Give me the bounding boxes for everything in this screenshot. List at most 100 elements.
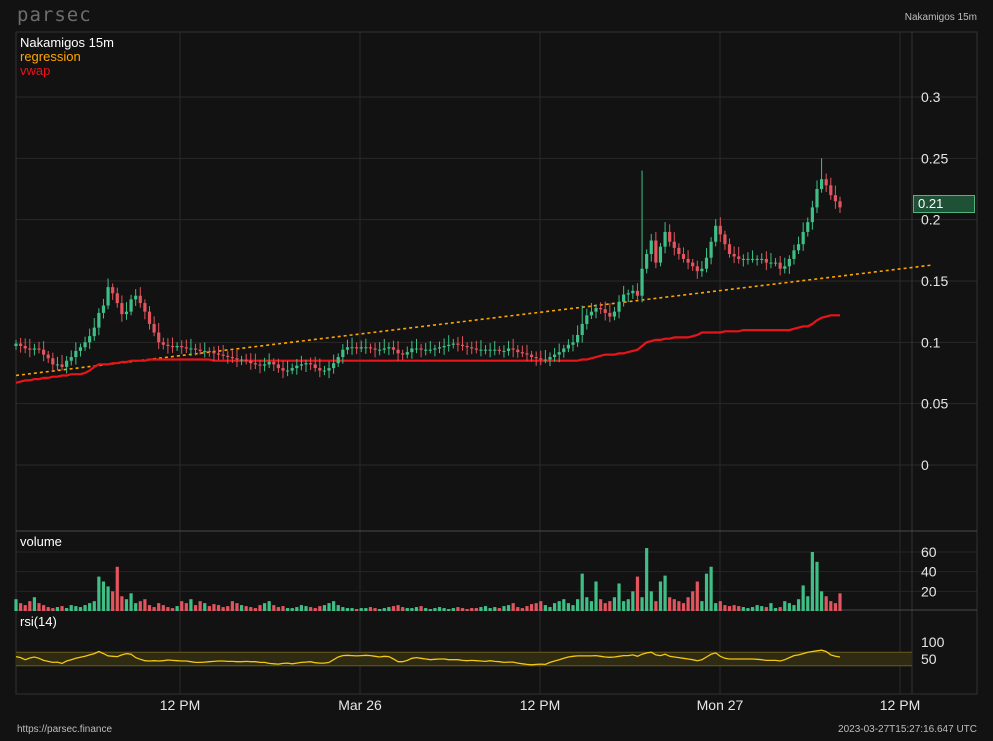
volume-bar [387,607,391,611]
volume-bar [161,605,165,611]
volume-bar [792,605,796,611]
chart-legend: Nakamigos 15m regression vwap [20,36,114,78]
volume-bar [180,601,184,611]
volume-bar [833,603,837,611]
candle-body [746,258,750,260]
volume-bar [69,605,73,611]
candle-body [437,347,442,349]
volume-bar [815,561,819,611]
volume-bar [253,608,257,611]
volume-bar [640,597,644,611]
candle-body [92,327,96,337]
candle-body [134,295,138,300]
volume-bar [608,601,612,611]
volume-bar [226,606,230,611]
volume-bar [134,603,138,611]
volume-bar [548,607,552,611]
footer-timestamp: 2023-03-27T15:27:16.647 UTC [838,724,977,735]
candle-body [37,348,41,350]
candle-body [285,370,290,372]
candle-body [313,364,317,369]
volume-bar [635,576,640,611]
volume-bar [152,607,156,611]
candle-body [479,349,483,351]
candle-body [203,350,207,352]
candle-body [378,349,382,351]
volume-series [14,548,842,611]
candle-body [608,312,612,317]
candle-body [470,347,474,349]
candle-body [244,359,248,361]
candle-body [626,293,630,295]
volume-axis-tick: 40 [921,564,937,580]
price-axis-tick: 0.25 [921,150,948,166]
volume-bar [175,606,179,611]
volume-bar [78,607,83,611]
candle-body [170,346,175,348]
footer-url[interactable]: https://parsec.finance [17,724,113,735]
volume-bar [193,605,198,611]
candle-body [764,258,768,263]
volume-bar [534,603,538,611]
volume-bar [157,603,161,611]
volume-bar [796,599,801,611]
volume-bar [824,596,828,611]
candle-body [718,225,722,235]
volume-bar [124,599,129,611]
rsi-series [15,649,912,667]
candle-body [750,258,755,260]
volume-bar [580,573,584,611]
candle-body [120,303,124,315]
volume-bar [502,606,506,611]
candle-body [599,307,603,310]
candle-body [534,357,538,359]
volume-bar [718,601,722,611]
candle-body [184,347,188,349]
volume-bar [414,607,419,611]
time-axis-tick: 12 PM [880,697,920,713]
chart-grid [15,31,978,695]
candle-body [778,262,782,269]
candle-body [668,231,672,242]
volume-bar [506,605,511,611]
candle-body [796,244,801,251]
candle-body [520,352,524,354]
candle-body [410,348,414,353]
volume-bar [37,603,41,611]
candle-body [829,185,833,196]
candle-body [654,240,658,263]
volume-bar [115,566,119,611]
volume-bar [101,581,106,611]
candle-body [723,234,727,245]
volume-bar [589,601,594,611]
candle-body [97,312,101,328]
candle-body [341,349,345,358]
candle-body [230,357,234,359]
volume-bar [299,605,304,611]
volume-bar [442,608,446,611]
volume-bar [341,607,345,611]
legend-regression[interactable]: regression [20,49,81,64]
volume-bar [368,607,373,611]
pane-separators [16,530,977,611]
legend-vwap[interactable]: vwap [20,63,51,78]
volume-bar [373,608,377,611]
volume-bar [801,585,805,611]
volume-bar [42,605,46,611]
candle-body [810,207,814,223]
volume-bar [198,601,202,611]
volume-bar [88,603,92,611]
volume-bar [230,601,234,611]
candle-body [249,360,253,364]
volume-bar [32,597,37,611]
volume-bar [668,597,672,611]
candle-body [74,350,78,358]
parsec-logo[interactable]: parsec [17,4,92,26]
volume-bar [649,591,653,611]
candle-body [691,262,695,267]
volume-bar [336,605,340,611]
volume-bar [170,608,175,611]
volume-bar [778,607,782,611]
